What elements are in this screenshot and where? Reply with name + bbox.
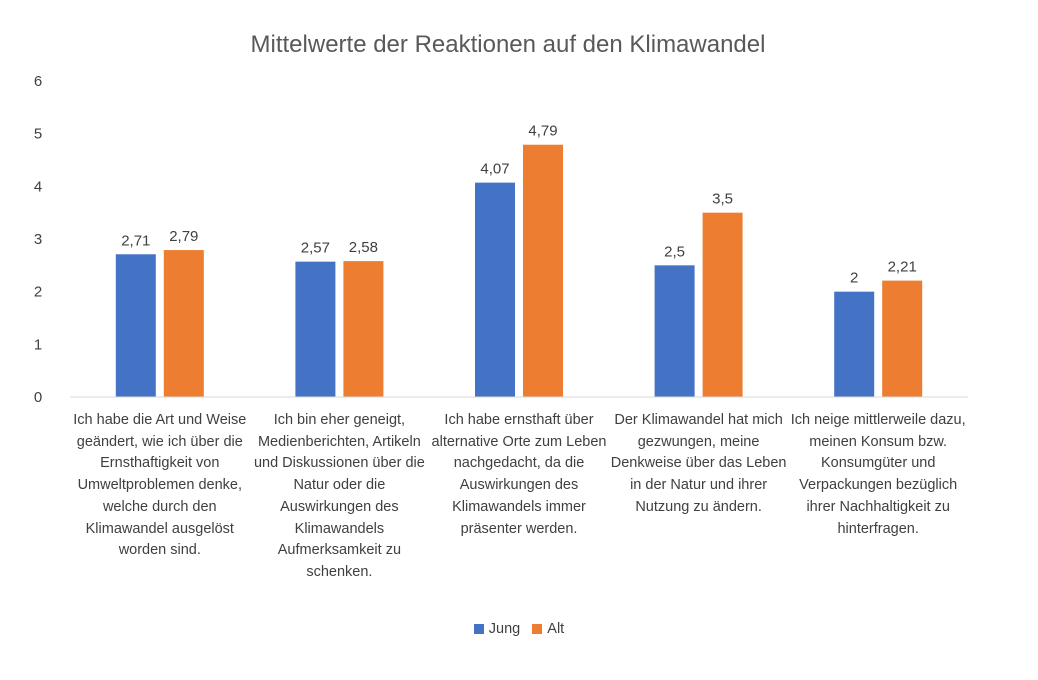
data-label-alt-2: 2,58 — [349, 239, 378, 256]
category-label-4: Der Klimawandel hat mich gezwungen, mein… — [610, 412, 787, 515]
data-label-alt-1: 2,79 — [169, 228, 198, 245]
legend: Jung Alt — [0, 621, 1038, 638]
bar-alt-5 — [882, 280, 923, 397]
bar-jung-1 — [115, 254, 156, 397]
bars — [115, 144, 923, 397]
y-tick-label: 5 — [34, 126, 42, 143]
category-label-2: Ich bin eher geneigt, Medienberichten, A… — [253, 412, 425, 580]
category-label-1: Ich habe die Art und Weise geändert, wie… — [73, 412, 247, 559]
y-tick-label: 2 — [34, 284, 42, 301]
data-label-jung-4: 2,5 — [664, 243, 685, 260]
legend-item-jung: Jung — [473, 621, 521, 637]
y-tick-label: 0 — [34, 389, 42, 406]
data-label-alt-3: 4,79 — [528, 123, 557, 140]
bar-alt-2 — [343, 261, 384, 397]
data-label-jung-1: 2,71 — [121, 232, 150, 249]
y-axis: 0 1 2 3 4 5 6 — [34, 73, 42, 406]
y-tick-label: 1 — [34, 336, 42, 353]
chart-title: Mittelwerte der Reaktionen auf den Klima… — [251, 31, 766, 58]
legend-item-alt: Alt — [532, 621, 564, 637]
y-tick-label: 4 — [34, 178, 42, 195]
y-tick-label: 3 — [34, 231, 42, 248]
y-tick-label: 6 — [34, 73, 42, 90]
bar-jung-2 — [295, 261, 336, 397]
bar-jung-5 — [834, 291, 875, 397]
bar-alt-3 — [523, 144, 563, 397]
data-label-jung-2: 2,57 — [301, 240, 330, 257]
bar-jung-3 — [475, 182, 515, 397]
legend-label-alt: Alt — [547, 621, 565, 637]
legend-swatch-alt — [532, 624, 543, 634]
data-label-jung-3: 4,07 — [480, 161, 509, 178]
legend-label-jung: Jung — [488, 621, 521, 637]
category-label-5: Ich neige mittlerweile dazu, meinen Kons… — [790, 412, 966, 537]
data-label-alt-4: 3,5 — [712, 191, 733, 208]
data-label-alt-5: 2,21 — [888, 259, 917, 276]
data-labels: 2,71 2,79 2,57 2,58 4,07 4,79 2,5 3,5 2 2,21 — [121, 123, 917, 287]
legend-swatch-jung — [473, 624, 484, 634]
bar-alt-4 — [702, 212, 743, 397]
category-label-3: Ich habe ernsthaft über alternative Orte… — [431, 412, 607, 537]
bar-jung-4 — [654, 265, 695, 397]
bar-alt-1 — [163, 250, 204, 397]
data-label-jung-5: 2 — [850, 270, 858, 287]
